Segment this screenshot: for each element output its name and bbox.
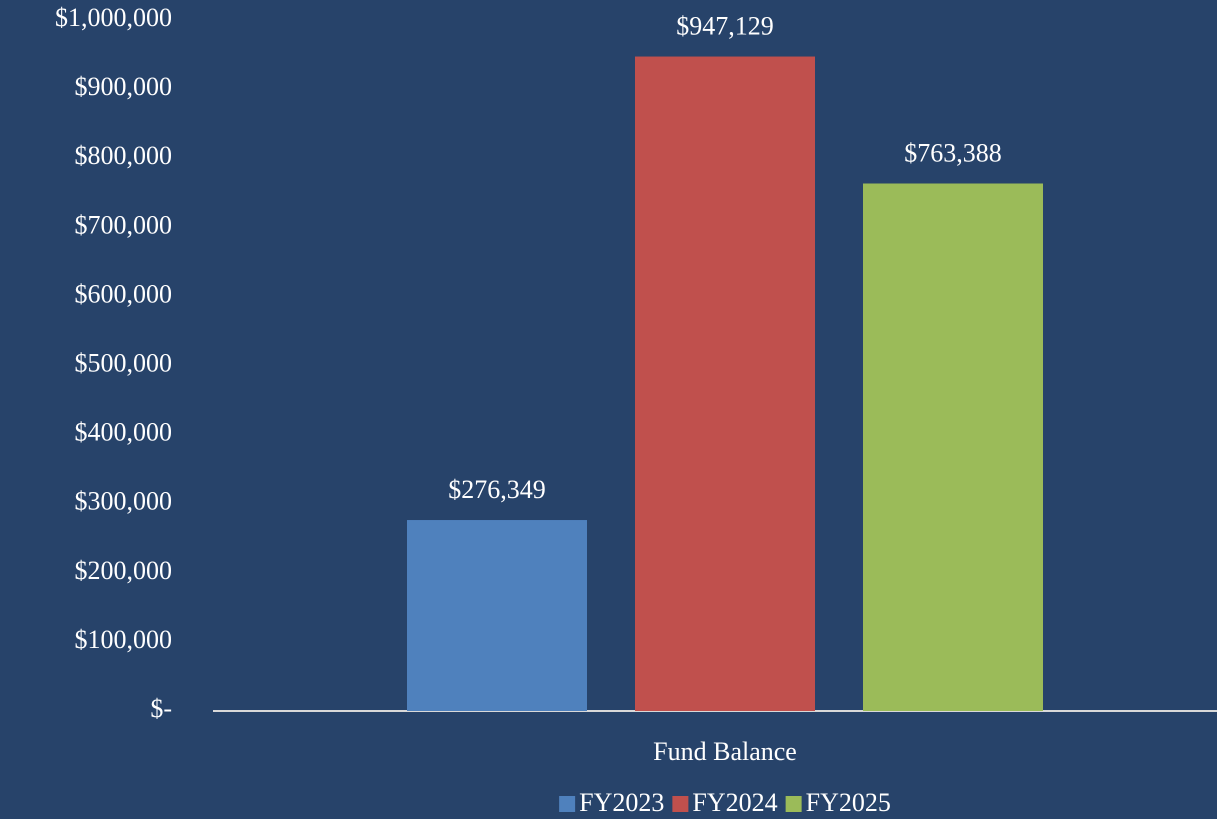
- legend-swatch: [672, 796, 689, 812]
- y-tick-label: $200,000: [75, 556, 173, 585]
- legend-label: FY2024: [692, 788, 777, 817]
- legend: FY2023 FY2024 FY2025: [559, 788, 891, 817]
- bar: [635, 56, 815, 711]
- legend-swatch: [785, 796, 802, 812]
- legend-swatch: [559, 796, 576, 812]
- y-tick-label: $100,000: [75, 625, 173, 654]
- value-label: $276,349: [448, 475, 546, 504]
- y-tick-label: $1,000,000: [55, 3, 172, 32]
- y-tick-label: $-: [150, 694, 172, 723]
- y-tick-label: $900,000: [75, 72, 173, 101]
- y-tick-label: $400,000: [75, 418, 173, 447]
- y-tick-label: $300,000: [75, 487, 173, 516]
- y-tick-label: $600,000: [75, 279, 173, 308]
- y-tick-label: $500,000: [75, 348, 173, 377]
- y-tick-label: $700,000: [75, 210, 173, 239]
- legend-label: FY2023: [579, 788, 664, 817]
- value-label: $947,129: [676, 12, 774, 41]
- legend-label: FY2025: [806, 788, 891, 817]
- bar: [407, 520, 587, 711]
- value-label: $763,388: [904, 138, 1002, 167]
- x-tick-label: Fund Balance: [653, 737, 797, 766]
- y-tick-label: $800,000: [75, 141, 173, 170]
- bar: [863, 183, 1043, 711]
